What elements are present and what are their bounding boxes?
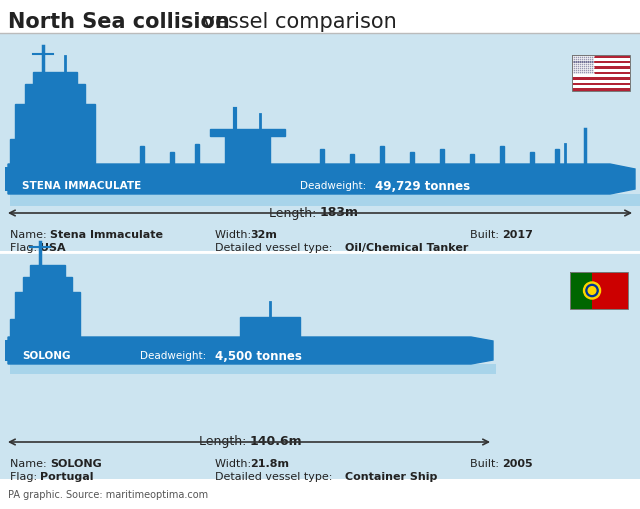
- Text: Length:: Length:: [269, 206, 320, 219]
- Text: 2005: 2005: [502, 458, 532, 468]
- Bar: [572, 64, 630, 67]
- Text: Width:: Width:: [215, 458, 255, 468]
- Bar: [592, 272, 628, 309]
- Text: Flag:: Flag:: [10, 242, 40, 252]
- Bar: [572, 83, 630, 87]
- Text: 183m: 183m: [320, 206, 359, 219]
- Text: Width:: Width:: [215, 230, 255, 240]
- Bar: [572, 56, 630, 59]
- Text: PA graphic. Source: maritimeoptima.com: PA graphic. Source: maritimeoptima.com: [8, 489, 208, 499]
- Bar: [572, 70, 630, 72]
- Polygon shape: [195, 145, 199, 165]
- Text: 21.8m: 21.8m: [250, 458, 289, 468]
- Bar: [572, 56, 630, 92]
- Bar: [5, 341, 10, 361]
- Circle shape: [586, 285, 598, 297]
- Bar: [572, 72, 630, 75]
- Polygon shape: [410, 153, 414, 165]
- Polygon shape: [470, 155, 474, 165]
- Bar: [572, 67, 630, 70]
- Text: STENA IMMACULATE: STENA IMMACULATE: [22, 181, 141, 191]
- Text: North Sea collision: North Sea collision: [8, 12, 230, 32]
- Polygon shape: [10, 319, 15, 337]
- Text: vessel comparison: vessel comparison: [196, 12, 397, 32]
- Polygon shape: [15, 105, 95, 165]
- Circle shape: [584, 282, 600, 299]
- Polygon shape: [530, 153, 534, 165]
- Text: Oil/Chemical Tanker: Oil/Chemical Tanker: [345, 242, 468, 252]
- Text: 4,500 tonnes: 4,500 tonnes: [215, 349, 302, 362]
- Text: Name:: Name:: [10, 230, 50, 240]
- Text: USA: USA: [40, 242, 66, 252]
- Polygon shape: [555, 150, 559, 165]
- Polygon shape: [170, 153, 174, 165]
- Polygon shape: [440, 150, 444, 165]
- Text: Length:: Length:: [198, 435, 250, 447]
- Polygon shape: [240, 318, 300, 337]
- Bar: [572, 89, 630, 92]
- Text: 49,729 tonnes: 49,729 tonnes: [375, 179, 470, 192]
- Bar: [5, 167, 10, 191]
- Bar: [572, 62, 630, 64]
- Bar: [570, 272, 592, 309]
- Polygon shape: [350, 155, 354, 165]
- Bar: [10, 364, 496, 374]
- Polygon shape: [225, 137, 270, 165]
- Polygon shape: [320, 150, 324, 165]
- Text: Built:: Built:: [470, 230, 502, 240]
- Polygon shape: [210, 130, 285, 137]
- Text: Stena Immaculate: Stena Immaculate: [50, 230, 163, 240]
- Text: Deadweight:: Deadweight:: [140, 350, 209, 360]
- Bar: [572, 87, 630, 89]
- Polygon shape: [30, 266, 65, 277]
- Bar: [10, 194, 640, 207]
- Bar: [572, 56, 594, 75]
- Polygon shape: [25, 85, 85, 105]
- Circle shape: [588, 287, 596, 295]
- Text: Portugal: Portugal: [40, 471, 93, 481]
- Polygon shape: [380, 147, 384, 165]
- Text: Detailed vessel type:: Detailed vessel type:: [215, 471, 336, 481]
- Text: 140.6m: 140.6m: [250, 435, 303, 447]
- Text: 2017: 2017: [502, 230, 533, 240]
- Bar: [572, 81, 630, 83]
- Polygon shape: [10, 140, 15, 165]
- Text: Built:: Built:: [470, 458, 502, 468]
- Text: Flag:: Flag:: [10, 471, 40, 481]
- Text: Deadweight:: Deadweight:: [300, 181, 369, 191]
- Bar: [570, 272, 628, 309]
- Bar: [572, 75, 630, 78]
- Polygon shape: [23, 277, 72, 293]
- Text: SOLONG: SOLONG: [50, 458, 102, 468]
- Bar: [0, 35, 640, 251]
- Text: Detailed vessel type:: Detailed vessel type:: [215, 242, 336, 252]
- Polygon shape: [15, 293, 80, 337]
- Polygon shape: [33, 73, 77, 85]
- Bar: [572, 59, 630, 62]
- Text: SOLONG: SOLONG: [22, 350, 70, 360]
- Polygon shape: [8, 337, 493, 364]
- Polygon shape: [8, 165, 635, 194]
- Text: Name:: Name:: [10, 458, 50, 468]
- Polygon shape: [500, 147, 504, 165]
- Text: 32m: 32m: [250, 230, 277, 240]
- Text: Container Ship: Container Ship: [345, 471, 437, 481]
- Bar: [572, 78, 630, 81]
- Polygon shape: [140, 147, 144, 165]
- Bar: [0, 253, 640, 479]
